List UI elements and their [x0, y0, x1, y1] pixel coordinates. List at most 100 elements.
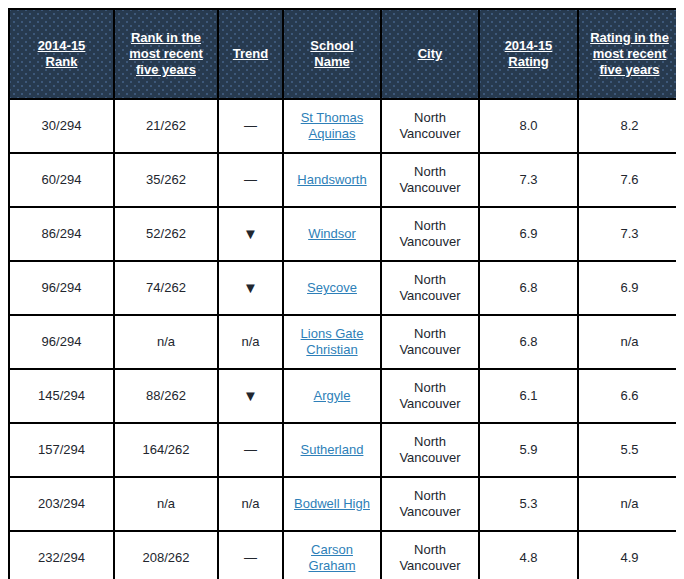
rating-cell: 7.3	[479, 153, 578, 207]
table-header: 2014-15 Rank Rank in the most recent fiv…	[9, 9, 676, 99]
city-cell: North Vancouver	[381, 369, 479, 423]
school-link[interactable]: Sutherland	[301, 442, 364, 457]
column-header-rating[interactable]: 2014-15 Rating	[479, 9, 578, 99]
rating-recent-cell: 7.6	[578, 153, 676, 207]
table-row: 86/294 52/262 ▼ Windsor North Vancouver …	[9, 207, 676, 261]
trend-cell: —	[218, 531, 283, 579]
sort-link-school-name[interactable]: School Name	[310, 38, 353, 69]
trend-icon: ▼	[243, 225, 258, 242]
rating-recent-cell: 7.3	[578, 207, 676, 261]
city-cell: North Vancouver	[381, 153, 479, 207]
rank-cell: 30/294	[9, 99, 114, 153]
table-row: 157/294 164/262 — Sutherland North Vanco…	[9, 423, 676, 477]
sort-link-trend[interactable]: Trend	[233, 46, 268, 61]
rank-cell: 232/294	[9, 531, 114, 579]
rating-cell: 6.1	[479, 369, 578, 423]
table-body: 30/294 21/262 — St Thomas Aquinas North …	[9, 99, 676, 579]
school-link[interactable]: Handsworth	[297, 172, 366, 187]
table-row: 203/294 n/a n/a Bodwell High North Vanco…	[9, 477, 676, 531]
column-header-rating-recent[interactable]: Rating in the most recent five years	[578, 9, 676, 99]
trend-cell: —	[218, 99, 283, 153]
school-name-cell: Argyle	[283, 369, 381, 423]
column-header-school-name[interactable]: School Name	[283, 9, 381, 99]
rank-cell: 96/294	[9, 261, 114, 315]
school-link[interactable]: Bodwell High	[294, 496, 370, 511]
city-cell: North Vancouver	[381, 477, 479, 531]
rank-cell: 60/294	[9, 153, 114, 207]
trend-icon: n/a	[241, 496, 259, 511]
school-name-cell: Windsor	[283, 207, 381, 261]
rank-recent-cell: 74/262	[114, 261, 218, 315]
trend-cell: ▼	[218, 207, 283, 261]
school-name-cell: St Thomas Aquinas	[283, 99, 381, 153]
rating-recent-cell: 4.9	[578, 531, 676, 579]
table-row: 96/294 74/262 ▼ Seycove North Vancouver …	[9, 261, 676, 315]
sort-link-rating[interactable]: 2014-15 Rating	[505, 38, 553, 69]
sort-link-rating-recent[interactable]: Rating in the most recent five years	[590, 30, 669, 77]
rating-recent-cell: 5.5	[578, 423, 676, 477]
rank-recent-cell: 21/262	[114, 99, 218, 153]
rank-recent-cell: 52/262	[114, 207, 218, 261]
table-row: 60/294 35/262 — Handsworth North Vancouv…	[9, 153, 676, 207]
rank-cell: 157/294	[9, 423, 114, 477]
header-row: 2014-15 Rank Rank in the most recent fiv…	[9, 9, 676, 99]
rank-recent-cell: 164/262	[114, 423, 218, 477]
rating-recent-cell: n/a	[578, 315, 676, 369]
trend-cell: n/a	[218, 315, 283, 369]
trend-icon: ▼	[243, 279, 258, 296]
rank-recent-cell: 208/262	[114, 531, 218, 579]
rank-cell: 86/294	[9, 207, 114, 261]
rank-recent-cell: 88/262	[114, 369, 218, 423]
school-link[interactable]: Windsor	[308, 226, 356, 241]
city-cell: North Vancouver	[381, 531, 479, 579]
school-name-cell: Seycove	[283, 261, 381, 315]
sort-link-rank-recent[interactable]: Rank in the most recent five years	[129, 30, 203, 77]
trend-icon: ▼	[243, 387, 258, 404]
trend-icon: —	[244, 442, 257, 457]
school-name-cell: Lions Gate Christian	[283, 315, 381, 369]
sort-link-city[interactable]: City	[418, 46, 443, 61]
trend-icon: —	[244, 550, 257, 565]
school-name-cell: Carson Graham	[283, 531, 381, 579]
rank-recent-cell: n/a	[114, 315, 218, 369]
trend-icon: —	[244, 118, 257, 133]
rating-recent-cell: 6.9	[578, 261, 676, 315]
school-link[interactable]: Argyle	[314, 388, 351, 403]
school-link[interactable]: Carson Graham	[309, 542, 356, 573]
rating-cell: 6.9	[479, 207, 578, 261]
city-cell: North Vancouver	[381, 99, 479, 153]
table-row: 30/294 21/262 — St Thomas Aquinas North …	[9, 99, 676, 153]
sort-link-rank[interactable]: 2014-15 Rank	[38, 38, 86, 69]
schools-ranking-table: 2014-15 Rank Rank in the most recent fiv…	[8, 8, 676, 579]
school-link[interactable]: St Thomas Aquinas	[301, 110, 364, 141]
school-link[interactable]: Seycove	[307, 280, 357, 295]
rating-cell: 4.8	[479, 531, 578, 579]
rank-recent-cell: n/a	[114, 477, 218, 531]
trend-cell: —	[218, 153, 283, 207]
rating-cell: 5.3	[479, 477, 578, 531]
column-header-trend[interactable]: Trend	[218, 9, 283, 99]
column-header-rank-recent[interactable]: Rank in the most recent five years	[114, 9, 218, 99]
trend-icon: n/a	[241, 334, 259, 349]
trend-cell: ▼	[218, 261, 283, 315]
column-header-rank[interactable]: 2014-15 Rank	[9, 9, 114, 99]
city-cell: North Vancouver	[381, 207, 479, 261]
trend-cell: ▼	[218, 369, 283, 423]
rating-recent-cell: 8.2	[578, 99, 676, 153]
rank-cell: 203/294	[9, 477, 114, 531]
school-name-cell: Sutherland	[283, 423, 381, 477]
table-row: 96/294 n/a n/a Lions Gate Christian Nort…	[9, 315, 676, 369]
rating-cell: 6.8	[479, 315, 578, 369]
column-header-city[interactable]: City	[381, 9, 479, 99]
table-row: 145/294 88/262 ▼ Argyle North Vancouver …	[9, 369, 676, 423]
rating-cell: 6.8	[479, 261, 578, 315]
school-name-cell: Handsworth	[283, 153, 381, 207]
school-link[interactable]: Lions Gate Christian	[301, 326, 364, 357]
rating-recent-cell: 6.6	[578, 369, 676, 423]
city-cell: North Vancouver	[381, 261, 479, 315]
school-name-cell: Bodwell High	[283, 477, 381, 531]
trend-icon: —	[244, 172, 257, 187]
rank-recent-cell: 35/262	[114, 153, 218, 207]
city-cell: North Vancouver	[381, 423, 479, 477]
rank-cell: 145/294	[9, 369, 114, 423]
